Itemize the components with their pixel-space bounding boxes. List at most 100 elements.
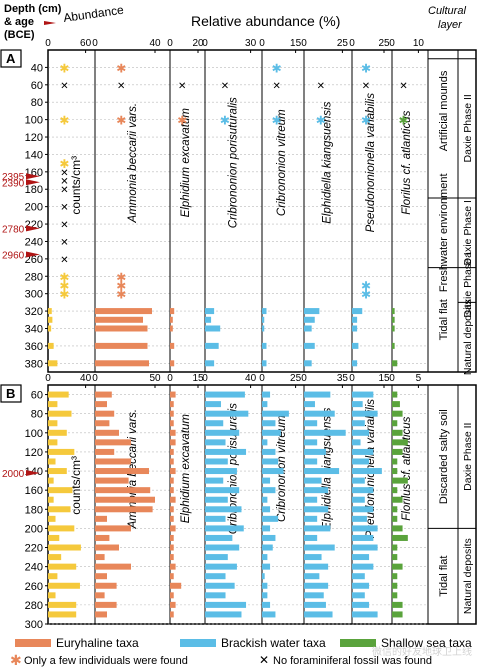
bar [95, 534, 110, 541]
age-label: 2960 [2, 251, 25, 262]
legend-few-icon: ✱ [10, 652, 22, 668]
y-tick-label: 80 [31, 409, 43, 421]
bar [392, 477, 408, 484]
bar [392, 563, 403, 570]
bar [48, 468, 67, 475]
bar [205, 401, 221, 408]
bar [352, 611, 378, 618]
bar [392, 611, 403, 618]
y-tick-label: 180 [25, 184, 43, 196]
y-tick-label: 180 [25, 504, 43, 516]
bar [48, 325, 52, 332]
y-tick-label: 200 [25, 523, 43, 535]
species-label: Elphidiella kiangsuensis [321, 101, 333, 223]
bar [392, 601, 403, 608]
bar [304, 360, 312, 367]
column-tick-label: 0 [202, 38, 208, 49]
bar [262, 439, 268, 446]
bar [170, 410, 174, 417]
bar [352, 360, 358, 367]
bar [392, 420, 398, 427]
few-marker-icon: ✱ [177, 114, 187, 128]
column-tick-label: 25 [337, 38, 349, 49]
few-marker-icon: ✱ [59, 157, 69, 171]
column-tick-label: 0 [389, 38, 395, 49]
legend-brackish-swatch [180, 639, 216, 647]
few-marker-icon: ✱ [361, 288, 371, 302]
bar [205, 325, 221, 332]
bar [392, 496, 403, 503]
bar [262, 563, 271, 570]
column-tick-label: 0 [92, 38, 98, 49]
bar [262, 410, 289, 417]
y-tick-label: 340 [25, 323, 43, 335]
bar [262, 458, 279, 465]
cultural-header-2: layer [438, 19, 463, 31]
bar [304, 410, 335, 417]
bar [304, 487, 329, 494]
bar [352, 477, 365, 484]
bar [304, 611, 333, 618]
few-marker-icon: ✱ [220, 114, 230, 128]
bar [205, 544, 240, 551]
age-label: 2395 [2, 172, 25, 183]
none-marker-icon: ✕ [60, 203, 68, 214]
bar [352, 316, 358, 323]
bar [304, 525, 331, 532]
bar [205, 477, 224, 484]
none-marker-icon: ✕ [178, 81, 186, 92]
bar [205, 316, 212, 323]
bar [170, 477, 174, 484]
species-label: Florilus cf. atlanticus [401, 110, 413, 214]
y-tick-label: 380 [25, 358, 43, 370]
bar [95, 360, 149, 367]
species-label: Elphidium excavatum [180, 108, 192, 218]
bar [48, 611, 77, 618]
bar [48, 534, 60, 541]
bar [262, 515, 279, 522]
zone-label: Tidal flat [438, 299, 450, 340]
bar [392, 342, 395, 349]
bar [205, 360, 215, 367]
few-marker-icon: ✱ [361, 114, 371, 128]
none-marker-icon: ✕ [117, 81, 125, 92]
layer-label: Daxie Phase I [462, 252, 474, 317]
bar [262, 544, 273, 551]
bar [95, 544, 119, 551]
column-tick-label: 0 [167, 38, 173, 49]
species-label: Cribrononion porisuturalis [227, 97, 239, 228]
bar [262, 592, 268, 599]
y-tick-label: 120 [25, 132, 43, 144]
species-label: Elphidium excavatum [180, 414, 192, 524]
bar [205, 468, 237, 475]
bar [262, 534, 276, 541]
y-tick-label: 320 [25, 306, 43, 318]
bar [392, 592, 398, 599]
bar [48, 487, 73, 494]
bar [304, 391, 331, 398]
age-arrow-icon [26, 173, 40, 180]
zone-label: Tidal flat [438, 556, 450, 597]
layer-label: Natural deposits [462, 299, 474, 375]
abundance-header: Abundance [62, 3, 124, 25]
depth-label-3: (BCE) [4, 29, 35, 41]
bar [392, 439, 408, 446]
legend-none-icon: ✕ [259, 653, 269, 667]
bar [95, 316, 143, 323]
bar [352, 592, 365, 599]
depth-label-1: Depth (cm) [4, 3, 62, 15]
bar [352, 573, 365, 580]
bar [48, 316, 53, 323]
bar [262, 468, 284, 475]
bar [352, 582, 370, 589]
few-marker-icon: ✱ [59, 288, 69, 302]
age-arrow-icon [44, 21, 56, 25]
bar [95, 525, 131, 532]
bar [48, 401, 58, 408]
bar [170, 601, 176, 608]
bar [205, 573, 226, 580]
bar [205, 525, 244, 532]
age-label: 2000 [2, 469, 25, 480]
bar [95, 477, 129, 484]
column-tick-label: 0 [301, 373, 307, 384]
